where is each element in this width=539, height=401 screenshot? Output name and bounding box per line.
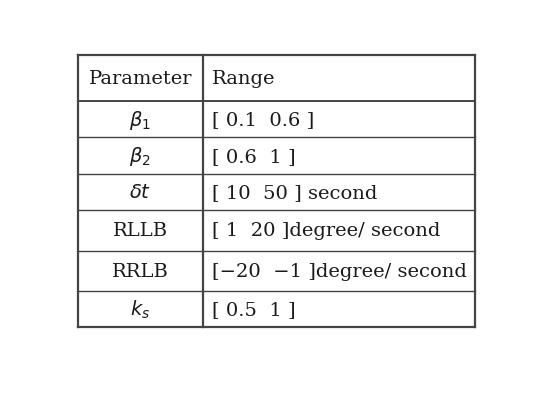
Text: [−20  −1 ]degree/ second: [−20 −1 ]degree/ second — [212, 262, 467, 280]
Text: RRLB: RRLB — [112, 262, 169, 280]
Text: $\delta t$: $\delta t$ — [129, 184, 151, 202]
Text: [ 0.1  0.6 ]: [ 0.1 0.6 ] — [212, 111, 314, 129]
Text: [ 0.6  1 ]: [ 0.6 1 ] — [212, 147, 295, 165]
Text: $\beta_1$: $\beta_1$ — [129, 108, 151, 131]
Text: RLLB: RLLB — [113, 222, 168, 240]
Text: [ 0.5  1 ]: [ 0.5 1 ] — [212, 300, 295, 318]
Text: [ 1  20 ]degree/ second: [ 1 20 ]degree/ second — [212, 222, 440, 240]
Text: Range: Range — [212, 70, 275, 88]
Text: [ 10  50 ] second: [ 10 50 ] second — [212, 184, 377, 202]
Text: Parameter: Parameter — [88, 70, 192, 88]
Text: $k_s$: $k_s$ — [130, 298, 150, 320]
Text: $\beta_2$: $\beta_2$ — [129, 145, 151, 168]
